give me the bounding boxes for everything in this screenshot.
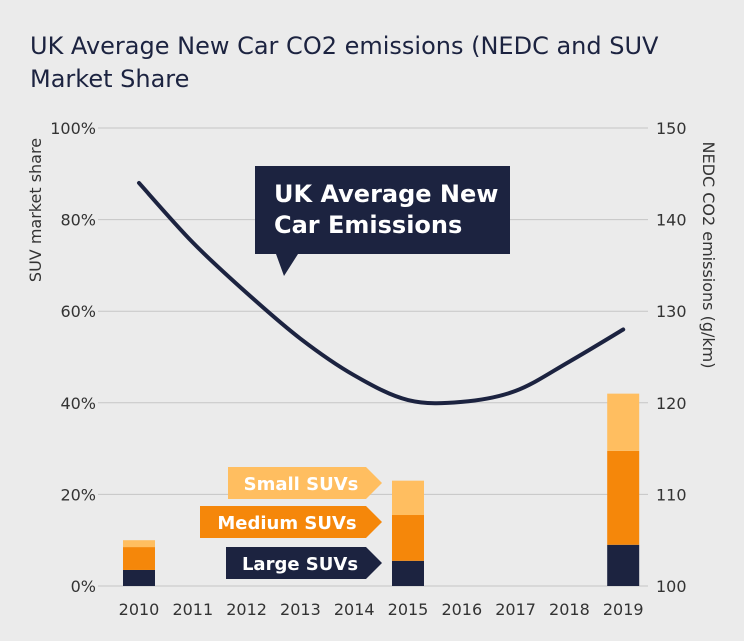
left-tick-label: 0% [71,577,96,596]
bar-small-suvs-2015 [392,480,424,516]
right-axis-ticks: 100 110 120 130 140 150 [656,119,687,596]
bar-large-suvs-2019 [607,544,640,586]
bar-medium-suvs-2019 [607,450,640,545]
bar-large-suvs-2010 [123,569,155,586]
x-tick-label: 2014 [334,600,375,619]
x-tick-label: 2013 [280,600,321,619]
right-axis-title: NEDC CO2 emissions (g/km) [699,142,718,369]
left-tick-label: 40% [60,394,96,413]
legend-label: Medium SUVs [217,513,356,534]
x-tick-label: 2016 [441,600,482,619]
x-tick-label: 2010 [119,600,160,619]
legend: Small SUVs Medium SUVs Large SUVs [200,467,382,579]
line-callout: UK Average New Car Emissions [255,166,510,276]
bar-small-suvs-2010 [123,540,155,548]
x-tick-label: 2011 [172,600,213,619]
gridlines [98,127,648,587]
legend-tag-small-suvs [228,467,382,499]
callout-text-line: UK Average New [274,180,498,208]
emissions-line [137,180,626,406]
x-tick-label: 2017 [495,600,536,619]
left-tick-label: 100% [50,119,96,138]
chart-title: UK Average New Car CO2 emissions (NEDC a… [30,32,659,93]
right-tick-label: 130 [656,302,687,321]
right-tick-label: 110 [656,485,687,504]
right-tick-label: 120 [656,394,687,413]
legend-label: Small SUVs [244,474,359,495]
x-tick-label: 2019 [603,600,644,619]
x-tick-label: 2015 [388,600,429,619]
right-tick-label: 140 [656,211,687,230]
x-tick-label: 2012 [226,600,267,619]
left-tick-label: 80% [60,211,96,230]
bars [123,393,640,586]
x-tick-label: 2018 [549,600,590,619]
callout-text-line: Car Emissions [274,211,462,239]
callout-box [255,166,510,276]
bar-large-suvs-2015 [392,560,424,586]
legend-tag-large-suvs [226,547,382,579]
x-axis-ticks: 2010 2011 2012 2013 2014 2015 2016 2017 2018 2019 [119,600,644,619]
left-axis-ticks: 0% 20% 40% 60% 80% 100% [50,119,96,596]
left-tick-label: 60% [60,302,96,321]
legend-label: Large SUVs [242,554,358,575]
bar-medium-suvs-2015 [392,515,424,561]
emissions-line-path [137,180,626,406]
legend-tag-medium-suvs [200,506,382,538]
left-tick-label: 20% [60,485,96,504]
right-tick-label: 150 [656,119,687,138]
bar-small-suvs-2019 [607,393,640,451]
left-axis-title: SUV market share [26,138,45,282]
right-tick-label: 100 [656,577,687,596]
bar-medium-suvs-2010 [123,547,155,570]
